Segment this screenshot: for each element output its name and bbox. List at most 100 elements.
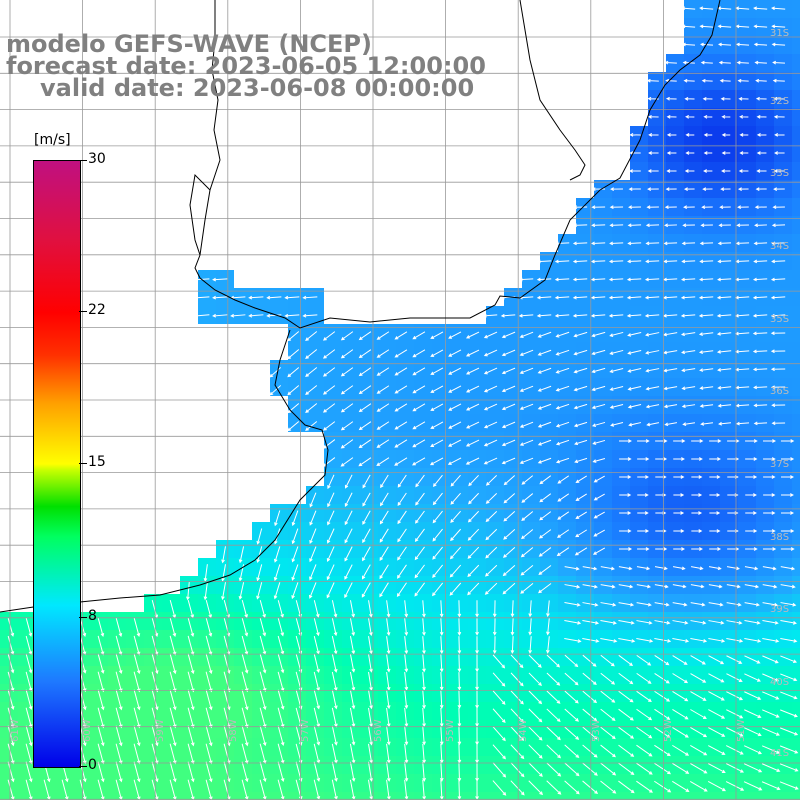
wind-cell (792, 612, 800, 630)
wind-arrow (465, 457, 480, 465)
wind-arrow (673, 457, 685, 461)
wind-arrow (591, 331, 606, 338)
wind-arrow (358, 385, 372, 395)
wind-arrow (781, 511, 795, 515)
wind-arrow (273, 546, 281, 563)
wind-arrow (664, 223, 677, 228)
wind-arrow (557, 475, 570, 484)
wind-arrow (608, 295, 624, 300)
wind-arrow (685, 133, 695, 137)
wind-arrow (537, 457, 552, 464)
wind-arrow (627, 223, 642, 228)
wind-arrow (187, 653, 195, 675)
wind-arrow (629, 133, 641, 137)
wind-arrow (313, 725, 321, 746)
wind-arrow (380, 492, 389, 507)
wind-arrow (169, 689, 177, 711)
lat-label: 33S (770, 168, 790, 179)
wind-arrow (644, 295, 660, 300)
wind-arrow (510, 654, 524, 669)
lat-label: 35S (770, 314, 790, 325)
wind-arrow (536, 259, 552, 264)
wind-arrow (331, 689, 338, 710)
wind-arrow (7, 707, 15, 729)
wind-arrow (743, 763, 763, 773)
wind-arrow (133, 671, 141, 693)
wind-arrow (151, 707, 159, 729)
wind-arrow (557, 511, 570, 520)
wind-arrow (591, 421, 606, 427)
wind-arrow (115, 617, 123, 638)
wind-arrow (752, 277, 768, 282)
lat-label: 31S (770, 28, 790, 39)
wind-arrow (555, 457, 570, 464)
lat-label: 37S (770, 459, 790, 470)
wind-arrow (340, 331, 354, 341)
wind-arrow (305, 349, 318, 359)
wind-arrow (397, 546, 407, 561)
wind-arrow (546, 618, 550, 636)
lat-label: 41S (770, 748, 790, 759)
wind-arrow (468, 474, 479, 487)
wind-arrow (269, 367, 282, 378)
wind-arrow (386, 636, 391, 655)
colorbar-tick-15: 15 (88, 454, 106, 470)
coastline-south (0, 329, 329, 613)
wind-arrow (422, 654, 426, 673)
wind-arrow (520, 547, 534, 558)
wind-arrow (322, 403, 336, 413)
wind-arrow (349, 725, 356, 746)
wind-arrow (770, 331, 786, 336)
wind-arrow (133, 689, 141, 711)
wind-arrow (683, 205, 695, 210)
wind-arrow (414, 564, 425, 579)
wind-arrow (672, 673, 689, 684)
wind-arrow (519, 421, 534, 428)
wind-arrow (735, 42, 750, 47)
wind-arrow (412, 349, 426, 358)
wind-arrow (592, 457, 606, 463)
wind-arrow (628, 187, 641, 191)
wind-arrow (439, 725, 444, 746)
wind-arrow (573, 349, 588, 356)
wind-arrow (726, 584, 741, 589)
colorbar-tick-mark (79, 766, 87, 767)
wind-arrow (187, 707, 195, 729)
wind-arrow (672, 780, 690, 792)
wind-arrow (422, 618, 426, 636)
wind-arrow (449, 546, 462, 560)
wind-arrow (546, 654, 561, 668)
wind-arrow (720, 187, 731, 191)
wind-arrow (7, 617, 15, 637)
wind-cell (792, 630, 800, 648)
wind-arrow (618, 726, 635, 739)
wind-arrow (556, 529, 570, 538)
wind-arrow (519, 367, 534, 374)
wind-arrow (573, 367, 588, 374)
wind-arrow (718, 60, 731, 65)
wind-arrow (681, 368, 696, 373)
wind-arrow (482, 313, 498, 318)
wind-arrow (664, 422, 678, 427)
wind-cell (792, 522, 800, 540)
wind-arrow (344, 492, 353, 507)
wind-arrow (331, 600, 338, 618)
wind-arrow (592, 547, 606, 555)
wind-arrow (241, 707, 249, 729)
wind-arrow (404, 618, 409, 636)
wind-arrow (379, 546, 389, 561)
wind-arrow (528, 744, 543, 759)
wind-cell (540, 792, 558, 800)
wind-cell (792, 468, 800, 486)
wind-arrow (485, 528, 498, 541)
wind-arrow (608, 277, 624, 282)
wind-cell (198, 792, 216, 800)
wind-arrow (376, 403, 390, 412)
wind-arrow (708, 584, 723, 589)
wind-arrow (682, 223, 695, 228)
wind-arrow (501, 421, 516, 429)
wind-arrow (368, 689, 373, 710)
wind-arrow (654, 620, 671, 625)
wind-arrow (358, 439, 372, 449)
wind-arrow (636, 654, 652, 666)
